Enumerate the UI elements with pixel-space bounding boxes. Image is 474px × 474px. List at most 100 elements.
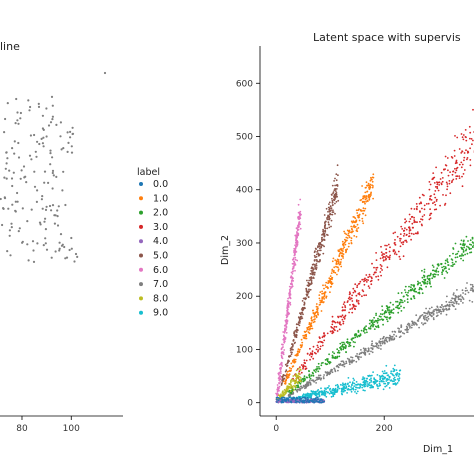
- data-point-2: [353, 345, 355, 348]
- data-point-2: [396, 300, 399, 303]
- data-point-2: [331, 351, 334, 353]
- data-point-3: [331, 326, 333, 329]
- data-point-9: [342, 390, 345, 393]
- data-point-1: [314, 318, 316, 320]
- left-point: [25, 181, 28, 184]
- data-point-3: [357, 300, 360, 302]
- data-point-7: [423, 311, 425, 314]
- data-point-2: [389, 301, 392, 304]
- data-point-7: [427, 310, 430, 313]
- data-point-7: [459, 294, 462, 296]
- data-point-5: [320, 245, 323, 248]
- data-point-1: [316, 311, 319, 314]
- left-point: [8, 169, 11, 172]
- data-point-7: [326, 373, 329, 375]
- data-point-6: [291, 279, 294, 281]
- data-point-9: [305, 393, 308, 396]
- data-point-2: [315, 368, 317, 371]
- data-point-5: [337, 199, 340, 202]
- data-point-5: [331, 213, 334, 216]
- left-point: [33, 133, 36, 137]
- data-point-6: [285, 314, 288, 316]
- data-point-1: [317, 307, 319, 310]
- right-y-tick-label: 100: [236, 345, 253, 355]
- data-point-8: [289, 390, 292, 392]
- left-point: [13, 152, 16, 155]
- data-point-6: [292, 270, 294, 272]
- data-point-7: [406, 329, 408, 332]
- data-point-3: [302, 365, 304, 368]
- data-point-2: [448, 255, 451, 257]
- data-point-9: [341, 384, 344, 386]
- data-point-3: [388, 250, 391, 253]
- left-point: [34, 150, 37, 153]
- left-point: [0, 197, 2, 201]
- data-point-9: [318, 390, 321, 393]
- left-point: [43, 220, 46, 223]
- left-point: [5, 162, 8, 165]
- data-point-2: [379, 313, 382, 315]
- data-point-1: [333, 266, 336, 269]
- data-point-8: [292, 375, 295, 377]
- data-point-6: [299, 223, 302, 226]
- data-point-6: [292, 267, 295, 269]
- data-point-5: [318, 243, 320, 246]
- data-point-1: [342, 257, 344, 259]
- data-point-3: [438, 184, 441, 186]
- data-point-5: [334, 177, 336, 180]
- data-point-3: [387, 243, 390, 246]
- data-point-2: [317, 362, 320, 365]
- data-point-1: [370, 176, 372, 179]
- data-point-1: [339, 261, 342, 264]
- data-point-6: [293, 264, 296, 267]
- data-point-3: [433, 193, 436, 196]
- left-point: [49, 149, 52, 152]
- data-point-7: [471, 289, 474, 291]
- data-point-3: [420, 202, 423, 205]
- data-point-2: [329, 361, 332, 364]
- data-point-3: [349, 304, 351, 306]
- data-point-5: [333, 193, 336, 196]
- data-point-3: [440, 171, 443, 174]
- data-point-9: [307, 395, 310, 398]
- data-point-3: [394, 239, 396, 241]
- data-point-2: [336, 356, 339, 359]
- data-point-1: [316, 310, 318, 313]
- data-point-6: [279, 381, 282, 383]
- data-point-1: [371, 180, 374, 183]
- data-point-7: [436, 314, 439, 317]
- data-point-6: [280, 372, 282, 374]
- left-point: [26, 220, 29, 223]
- data-point-5: [335, 200, 338, 203]
- data-point-1: [344, 238, 346, 241]
- data-point-5: [322, 252, 325, 255]
- data-point-3: [342, 322, 345, 325]
- data-point-1: [321, 297, 324, 300]
- data-point-6: [298, 213, 301, 216]
- data-point-5: [315, 268, 318, 271]
- data-point-2: [446, 258, 449, 260]
- data-point-5: [295, 329, 298, 331]
- data-point-2: [407, 291, 409, 294]
- data-point-5: [330, 209, 332, 212]
- left-point: [3, 176, 6, 179]
- data-point-2: [392, 303, 394, 306]
- data-point-6: [296, 241, 299, 244]
- data-point-9: [327, 386, 329, 389]
- left-point: [69, 130, 72, 133]
- data-point-7: [289, 394, 291, 397]
- data-point-7: [460, 300, 462, 302]
- data-point-2: [383, 312, 386, 315]
- data-point-9: [315, 392, 317, 395]
- data-point-1: [321, 301, 323, 303]
- data-point-9: [381, 370, 384, 373]
- data-point-5: [309, 288, 312, 291]
- data-point-6: [282, 346, 284, 348]
- data-point-7: [393, 330, 396, 333]
- data-point-3: [452, 178, 455, 181]
- data-point-3: [350, 297, 353, 300]
- data-point-2: [324, 359, 327, 361]
- data-point-2: [445, 267, 447, 269]
- data-point-1: [328, 277, 331, 280]
